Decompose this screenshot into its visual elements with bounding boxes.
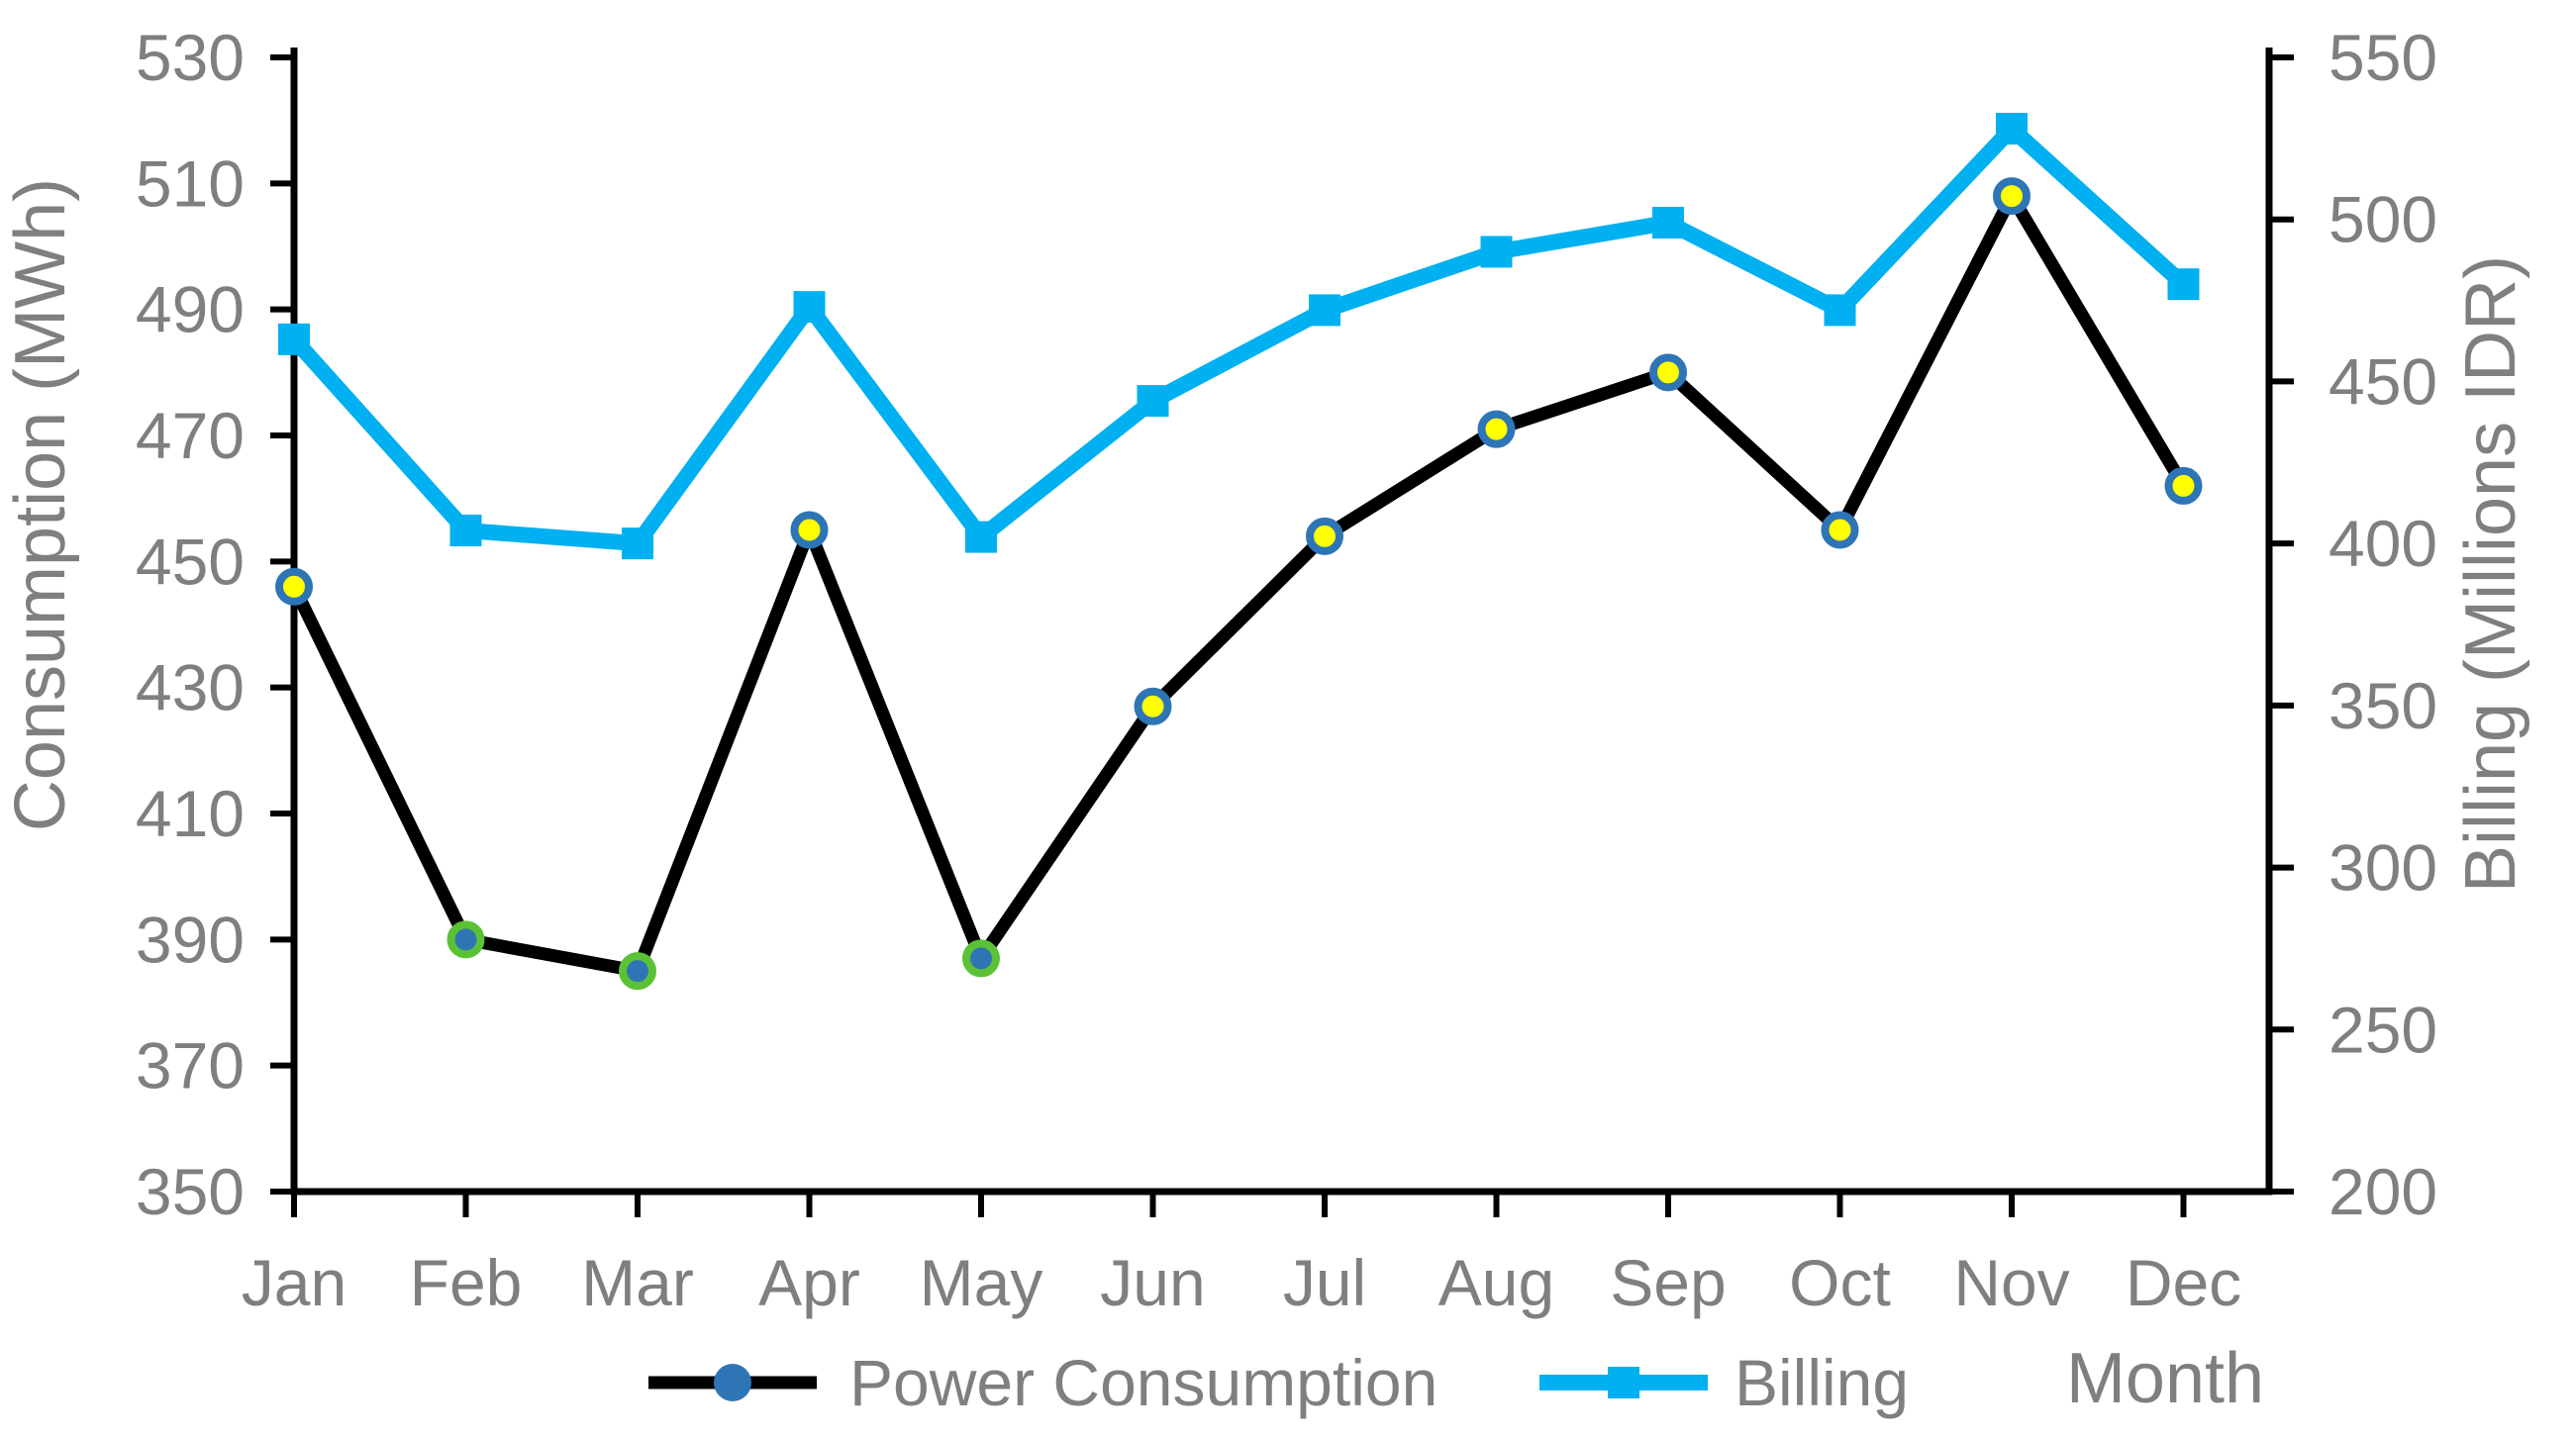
- left-axis-tick-label: 410: [136, 777, 245, 850]
- left-axis-tick-label: 350: [136, 1155, 245, 1228]
- month-label-Aug: Aug: [1438, 1246, 1554, 1319]
- billing-marker-Dec: [2167, 268, 2200, 301]
- power-consumption-line: [287, 189, 2190, 978]
- legend: Power Consumption Billing: [648, 1346, 1909, 1419]
- left-axis-tick-label: 430: [136, 651, 245, 724]
- month-label-Oct: Oct: [1789, 1246, 1891, 1319]
- month-label-Dec: Dec: [2126, 1246, 2241, 1319]
- billing-marker-Jul: [1309, 294, 1340, 327]
- axis-tick-labels: 530 510 490 470 450 430 410 390 370 350 550 500 450 4…: [136, 21, 2437, 1228]
- right-axis-tick-label: 300: [2328, 831, 2437, 905]
- billing-marker-Jun: [1137, 385, 1169, 418]
- month-label-Jun: Jun: [1100, 1246, 1205, 1319]
- power-consumption-marker-Feb: [446, 920, 485, 959]
- x-axis-title: Month: [2066, 1339, 2264, 1418]
- month-label-Apr: Apr: [758, 1246, 860, 1319]
- power-consumption-marker-Nov: [1993, 177, 2031, 216]
- power-consumption-marker-Dec: [2164, 466, 2203, 505]
- power-consumption-marker-Jun: [1134, 687, 1172, 725]
- right-axis-tick-label: 450: [2328, 344, 2437, 418]
- legend-power-consumption-label: Power Consumption: [849, 1346, 1437, 1419]
- month-label-Mar: Mar: [581, 1246, 694, 1319]
- month-label-Jan: Jan: [242, 1246, 347, 1319]
- legend-billing-marker-icon: [1608, 1367, 1639, 1398]
- billing-marker-Aug: [1480, 236, 1513, 268]
- right-axis-tick-label: 250: [2328, 993, 2437, 1066]
- month-label-May: May: [920, 1246, 1043, 1319]
- power-consumption-marker-Apr: [790, 511, 829, 549]
- billing-marker-Nov: [1996, 113, 2028, 145]
- left-axis-tick-label: 510: [136, 146, 245, 220]
- billing-marker-Sep: [1652, 206, 1684, 239]
- right-axis-tick-label: 400: [2328, 507, 2437, 580]
- left-axis-tick-label: 470: [136, 399, 245, 472]
- billing-marker-Oct: [1824, 294, 1856, 327]
- power-consumption-marker-Jul: [1306, 517, 1343, 555]
- power-consumption-marker-Sep: [1649, 353, 1687, 392]
- x-axis-category-labels: Jan Feb Mar Apr May Jun Jul Aug Sep Oct Nov Dec: [242, 1246, 2241, 1319]
- power-consumption-marker-Aug: [1477, 410, 1516, 448]
- legend-power-consumption-marker-icon: [714, 1364, 751, 1401]
- billing-marker-Apr: [793, 291, 826, 324]
- power-consumption-marker-Mar: [619, 952, 656, 991]
- legend-billing-label: Billing: [1734, 1346, 1909, 1419]
- billing-marker-Jan: [278, 323, 310, 355]
- right-axis-tick-label: 200: [2328, 1155, 2437, 1228]
- left-axis-title: Consumption (MWh): [1, 178, 80, 831]
- month-label-Sep: Sep: [1610, 1246, 1726, 1319]
- axes: [290, 48, 2273, 1196]
- billing-marker-Mar: [622, 527, 653, 560]
- axis-ticks: [270, 54, 2294, 1217]
- left-axis-tick-label: 390: [136, 903, 245, 976]
- power-consumption-marker-Oct: [1821, 511, 1859, 549]
- billing-line: [286, 121, 2192, 552]
- left-axis-tick-label: 450: [136, 525, 245, 598]
- plot-series: [275, 113, 2203, 991]
- month-label-Feb: Feb: [410, 1246, 523, 1319]
- month-label-Jul: Jul: [1283, 1246, 1366, 1319]
- power-consumption-marker-May: [962, 939, 1000, 978]
- right-axis-tick-label: 350: [2328, 669, 2437, 742]
- right-axis-tick-label: 550: [2328, 21, 2437, 94]
- month-label-Nov: Nov: [1953, 1246, 2069, 1319]
- legend-item-billing: Billing: [1539, 1346, 1909, 1419]
- power-consumption-marker-Jan: [275, 567, 313, 606]
- left-axis-tick-label: 490: [136, 273, 245, 346]
- legend-item-power-consumption: Power Consumption: [648, 1346, 1437, 1419]
- right-axis-title: Billing (Millions IDR): [2451, 255, 2530, 893]
- left-axis-tick-label: 370: [136, 1029, 245, 1102]
- billing-marker-May: [965, 521, 997, 553]
- right-axis-tick-label: 500: [2328, 183, 2437, 256]
- left-axis-tick-label: 530: [136, 21, 245, 94]
- billing-marker-Feb: [449, 515, 482, 547]
